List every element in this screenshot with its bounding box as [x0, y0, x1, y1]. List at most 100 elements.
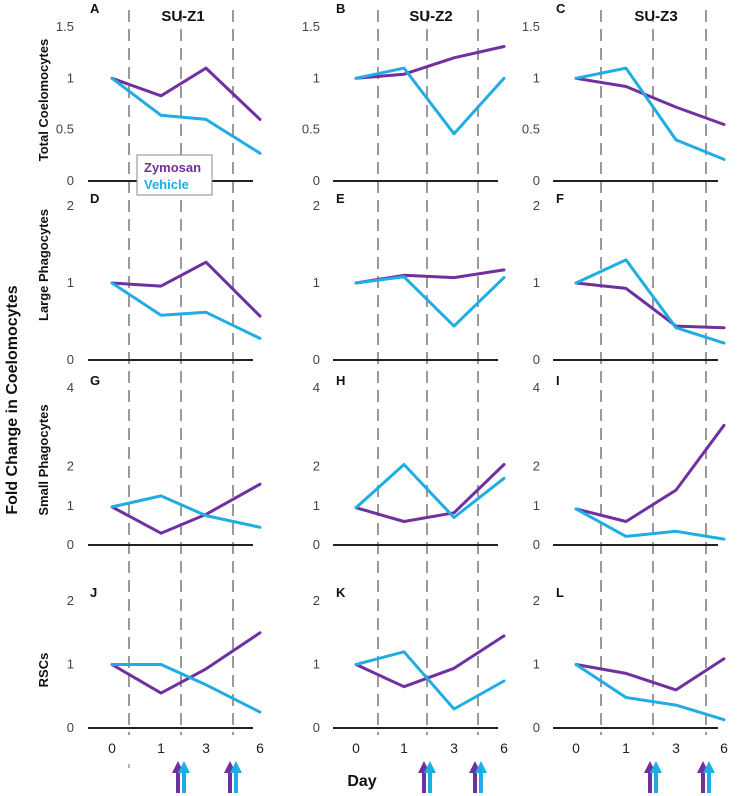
panel-B: B 0 0.5 1 1.5: [302, 1, 506, 188]
y-tick-label: 2: [313, 198, 320, 213]
panel-L: L 0 1 2: [533, 585, 726, 735]
blue-up-arrow-icon: [178, 761, 190, 793]
panel-letter: L: [556, 585, 564, 600]
row-label-4: RSCs: [36, 653, 51, 688]
panel-letter: C: [556, 1, 566, 16]
panel-J: J 0 1 2: [67, 585, 262, 735]
y-tick-label: 2: [67, 198, 74, 213]
series-line-vehicle: [110, 281, 262, 340]
y-axis-label: Fold Change in Coelomocytes: [4, 285, 21, 514]
y-tick-label: 1.5: [56, 19, 74, 34]
panel-letter: F: [556, 191, 564, 206]
panel-F: F 0 1 2: [533, 191, 726, 367]
y-tick-label: 1: [67, 498, 74, 513]
legend-box: [136, 154, 213, 196]
series-line-zymosan: [574, 281, 726, 330]
y-tick-label: 2: [533, 198, 540, 213]
x-tick-label: 1: [157, 740, 165, 756]
series-line-vehicle: [110, 663, 262, 714]
series-line-zymosan: [354, 463, 506, 523]
panel-A: A 0 0.5 1 1.5: [56, 1, 262, 188]
y-tick-label: 2: [533, 459, 540, 474]
y-tick-label: 0: [313, 720, 320, 735]
y-tick-label: 1: [533, 657, 540, 672]
panel-C: C 0 0.5 1 1.5: [522, 1, 726, 188]
y-tick-label: 1.5: [302, 19, 320, 34]
y-tick-label: 1: [313, 498, 320, 513]
y-tick-label: 4: [313, 380, 320, 395]
y-tick-label: 4: [67, 380, 74, 395]
panel-K: K 0 1 2: [313, 585, 506, 735]
y-tick-label: 0.5: [56, 122, 74, 137]
x-tick-label: 3: [202, 740, 210, 756]
series-line-vehicle: [354, 66, 506, 136]
y-tick-label: 2: [67, 593, 74, 608]
y-tick-label: 1.5: [522, 19, 540, 34]
dashed-guides-layer: [128, 10, 707, 735]
panel-letter: D: [90, 191, 99, 206]
blue-up-arrow-icon: [230, 761, 242, 793]
series-line-vehicle: [574, 663, 726, 722]
panel-D: D 0 1 2: [67, 191, 262, 367]
panel-E: E 0 1 2: [313, 191, 506, 367]
series-line-vehicle: [110, 494, 262, 529]
series-line-zymosan: [110, 260, 262, 318]
y-tick-label: 1: [533, 498, 540, 513]
series-line-vehicle: [110, 76, 262, 155]
y-tick-label: 1: [67, 70, 74, 85]
y-tick-label: 4: [533, 380, 540, 395]
panel-letter: B: [336, 1, 345, 16]
blue-up-arrow-icon: [703, 761, 715, 793]
x-tick-label: 0: [108, 740, 116, 756]
series-line-vehicle: [574, 258, 726, 345]
x-tick-label: 6: [500, 740, 508, 756]
series-line-zymosan: [110, 66, 262, 121]
y-tick-label: 1: [313, 657, 320, 672]
x-tick-label: 1: [400, 740, 408, 756]
series-line-zymosan: [110, 482, 262, 535]
x-axis-label: Day: [347, 773, 376, 790]
legend: Zymosan Vehicle: [136, 154, 213, 196]
y-tick-label: 2: [533, 593, 540, 608]
series-line-zymosan: [574, 76, 726, 126]
series-line-vehicle: [574, 507, 726, 541]
y-tick-label: 1: [313, 275, 320, 290]
panel-letter: H: [336, 373, 345, 388]
y-tick-label: 2: [313, 459, 320, 474]
y-tick-label: 0: [533, 173, 540, 188]
x-tick-label: 6: [720, 740, 728, 756]
series-line-zymosan: [354, 634, 506, 689]
x-tick-label: 3: [450, 740, 458, 756]
y-tick-label: 0: [67, 720, 74, 735]
legend-vehicle: Vehicle: [144, 177, 189, 192]
panel-letter: E: [336, 191, 345, 206]
panel-letter: I: [556, 373, 560, 388]
y-tick-label: 1: [533, 275, 540, 290]
y-tick-label: 0: [67, 352, 74, 367]
blue-up-arrow-icon: [424, 761, 436, 793]
series-line-zymosan: [110, 631, 262, 695]
panel-I: I 0 1 2 4: [533, 373, 726, 552]
series-line-vehicle: [574, 66, 726, 161]
series-line-zymosan: [354, 45, 506, 80]
x-tick-label: 0: [352, 740, 360, 756]
y-tick-label: 0: [313, 352, 320, 367]
blue-up-arrow-icon: [475, 761, 487, 793]
y-tick-label: 0.5: [522, 122, 540, 137]
series-line-zymosan: [574, 657, 726, 692]
x-tick-label: 1: [622, 740, 630, 756]
panel-letter: G: [90, 373, 100, 388]
y-tick-label: 2: [67, 459, 74, 474]
y-tick-label: 1: [533, 70, 540, 85]
y-tick-label: 0: [313, 173, 320, 188]
series-line-vehicle: [354, 650, 506, 711]
y-tick-label: 0: [533, 720, 540, 735]
row-label-2: Large Phagocytes: [36, 209, 51, 321]
y-tick-label: 1: [313, 70, 320, 85]
column-title-2: SU-Z2: [409, 8, 452, 25]
y-tick-label: 0.5: [302, 122, 320, 137]
legend-zymosan: Zymosan: [144, 160, 201, 175]
panel-G: G 0 1 2 4: [67, 373, 262, 552]
